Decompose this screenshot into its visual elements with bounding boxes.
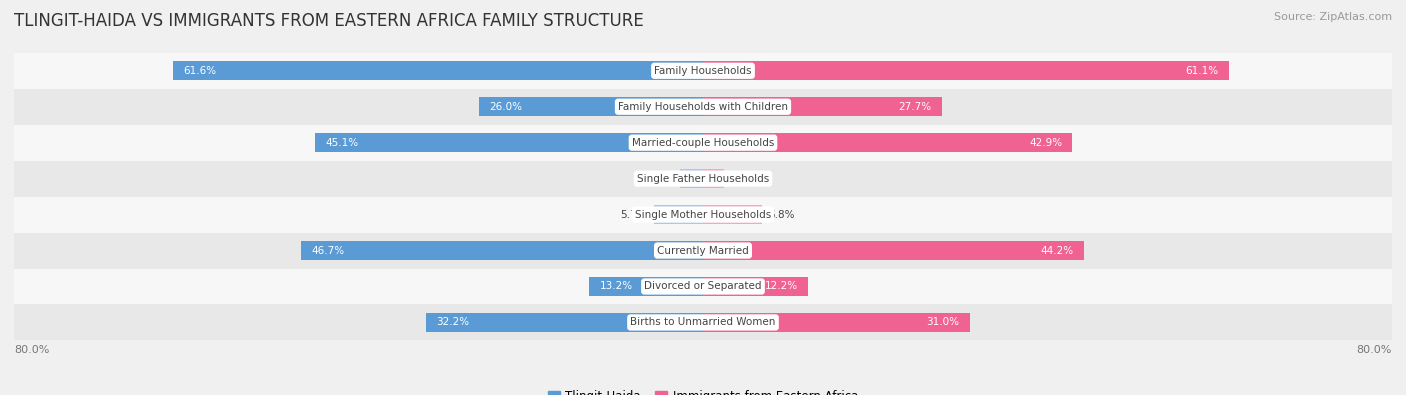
Bar <box>173 61 703 80</box>
Text: 80.0%: 80.0% <box>1357 345 1392 355</box>
Text: Divorced or Separated: Divorced or Separated <box>644 282 762 292</box>
Text: 61.6%: 61.6% <box>183 66 217 76</box>
Text: Source: ZipAtlas.com: Source: ZipAtlas.com <box>1274 12 1392 22</box>
Bar <box>679 169 703 188</box>
Text: 13.2%: 13.2% <box>599 282 633 292</box>
Bar <box>589 277 703 296</box>
Bar <box>301 241 703 260</box>
Bar <box>14 197 1392 233</box>
Text: Family Households: Family Households <box>654 66 752 76</box>
Text: Single Father Households: Single Father Households <box>637 174 769 184</box>
Text: 12.2%: 12.2% <box>765 282 797 292</box>
Bar <box>703 134 1073 152</box>
Text: 42.9%: 42.9% <box>1029 138 1062 148</box>
Legend: Tlingit-Haida, Immigrants from Eastern Africa: Tlingit-Haida, Immigrants from Eastern A… <box>543 385 863 395</box>
Bar <box>703 169 724 188</box>
Bar <box>315 134 703 152</box>
Bar <box>703 205 762 224</box>
Text: 31.0%: 31.0% <box>927 318 960 327</box>
Text: 26.0%: 26.0% <box>489 102 523 112</box>
Text: 44.2%: 44.2% <box>1040 246 1073 256</box>
Text: 2.7%: 2.7% <box>647 174 673 184</box>
Bar <box>14 233 1392 269</box>
Text: TLINGIT-HAIDA VS IMMIGRANTS FROM EASTERN AFRICA FAMILY STRUCTURE: TLINGIT-HAIDA VS IMMIGRANTS FROM EASTERN… <box>14 12 644 30</box>
Bar <box>703 98 942 116</box>
Text: 5.7%: 5.7% <box>620 210 647 220</box>
Bar <box>14 89 1392 125</box>
Bar <box>703 241 1084 260</box>
Bar <box>426 313 703 332</box>
Bar <box>14 269 1392 305</box>
Text: Currently Married: Currently Married <box>657 246 749 256</box>
Bar <box>703 61 1229 80</box>
Text: Married-couple Households: Married-couple Households <box>631 138 775 148</box>
Bar <box>703 277 808 296</box>
Text: 2.4%: 2.4% <box>731 174 756 184</box>
Bar <box>703 313 970 332</box>
Text: 27.7%: 27.7% <box>898 102 931 112</box>
Text: 61.1%: 61.1% <box>1185 66 1219 76</box>
Bar <box>14 305 1392 340</box>
Text: 32.2%: 32.2% <box>436 318 470 327</box>
Text: Births to Unmarried Women: Births to Unmarried Women <box>630 318 776 327</box>
Text: 45.1%: 45.1% <box>325 138 359 148</box>
Text: Single Mother Households: Single Mother Households <box>636 210 770 220</box>
Bar <box>14 53 1392 89</box>
Bar <box>479 98 703 116</box>
Text: 6.8%: 6.8% <box>769 210 794 220</box>
Text: 46.7%: 46.7% <box>311 246 344 256</box>
Bar <box>14 125 1392 161</box>
Text: 80.0%: 80.0% <box>14 345 49 355</box>
Bar <box>654 205 703 224</box>
Text: Family Households with Children: Family Households with Children <box>619 102 787 112</box>
Bar <box>14 161 1392 197</box>
